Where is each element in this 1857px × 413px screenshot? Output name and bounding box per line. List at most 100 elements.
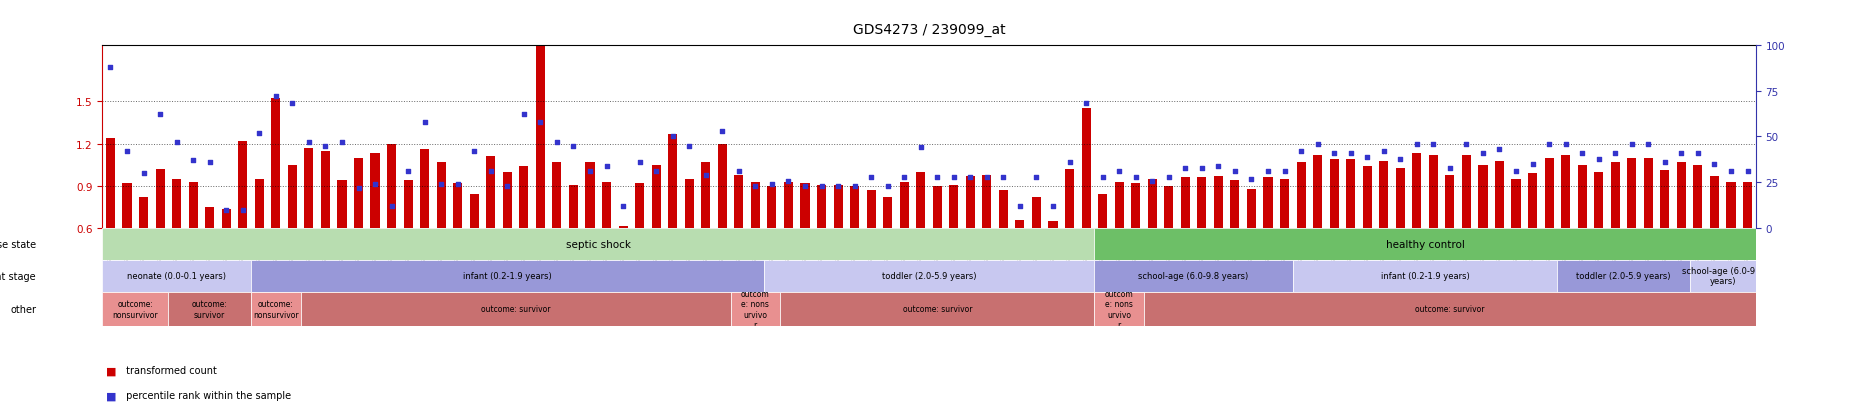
Point — [839, 183, 869, 190]
Bar — [1593, 172, 1603, 229]
Bar — [1742, 182, 1751, 229]
Bar — [470, 195, 479, 229]
Bar — [1395, 168, 1404, 229]
Text: outcom
e: nons
urvivo
r: outcom e: nons urvivo r — [1105, 289, 1133, 329]
Bar — [552, 163, 561, 229]
Point — [128, 171, 158, 177]
Bar — [1164, 187, 1172, 229]
Bar — [730, 292, 780, 326]
Point — [1136, 178, 1166, 185]
Bar — [966, 177, 975, 229]
Bar — [321, 151, 331, 229]
Point — [789, 183, 819, 190]
Bar — [1495, 161, 1502, 229]
Bar — [1213, 177, 1222, 229]
Bar — [865, 191, 875, 229]
Point — [459, 149, 488, 155]
Bar — [899, 182, 908, 229]
Point — [260, 93, 290, 100]
Bar — [700, 163, 709, 229]
Text: ■: ■ — [106, 366, 117, 375]
Bar — [949, 185, 958, 229]
Bar — [1478, 165, 1487, 229]
Point — [657, 134, 687, 140]
Point — [162, 139, 191, 146]
Bar — [1543, 158, 1552, 229]
Bar — [618, 226, 628, 229]
Bar — [1378, 161, 1387, 229]
Bar — [453, 184, 462, 229]
Point — [856, 174, 886, 181]
Bar — [1688, 260, 1755, 292]
Bar — [305, 148, 314, 229]
Point — [1450, 141, 1480, 148]
Bar — [1246, 189, 1255, 229]
Point — [591, 163, 620, 170]
Bar — [1610, 163, 1619, 229]
Point — [873, 183, 903, 190]
Text: transformed count: transformed count — [123, 366, 217, 375]
Point — [1500, 169, 1530, 175]
Point — [938, 174, 967, 181]
Bar — [1031, 198, 1040, 229]
Bar — [780, 292, 1094, 326]
Bar — [386, 144, 396, 229]
Point — [1369, 149, 1398, 155]
Bar — [1181, 178, 1188, 229]
Text: neonate (0.0-0.1 years): neonate (0.0-0.1 years) — [126, 272, 227, 280]
Point — [641, 169, 670, 175]
Bar — [238, 141, 247, 229]
Bar — [1411, 154, 1421, 229]
Bar — [1292, 260, 1556, 292]
Point — [1268, 169, 1298, 175]
Point — [1103, 169, 1133, 175]
Bar — [301, 292, 730, 326]
Point — [674, 143, 704, 150]
Bar — [189, 182, 197, 229]
Point — [1385, 156, 1415, 162]
Point — [971, 174, 1001, 181]
Point — [195, 159, 225, 166]
Bar — [520, 167, 527, 229]
Point — [95, 64, 124, 71]
Point — [212, 207, 241, 214]
Bar — [1279, 180, 1289, 229]
Point — [360, 182, 390, 188]
Point — [1567, 150, 1597, 157]
Point — [1699, 161, 1729, 168]
Point — [1021, 174, 1051, 181]
Point — [542, 139, 572, 146]
Text: disease state: disease state — [0, 240, 35, 249]
Point — [1237, 176, 1266, 183]
Bar — [535, 38, 544, 229]
Point — [1252, 169, 1281, 175]
Point — [1005, 204, 1034, 210]
Text: toddler (2.0-5.9 years): toddler (2.0-5.9 years) — [882, 272, 975, 280]
Bar — [204, 208, 214, 229]
Point — [442, 182, 472, 188]
Bar — [1577, 165, 1586, 229]
Bar — [102, 260, 251, 292]
Text: toddler (2.0-5.9 years): toddler (2.0-5.9 years) — [1575, 272, 1669, 280]
Point — [178, 158, 208, 164]
Point — [425, 182, 455, 188]
Point — [921, 174, 951, 181]
Text: school-age (6.0-9.8 years): school-age (6.0-9.8 years) — [1138, 272, 1248, 280]
Text: GDS4273 / 239099_at: GDS4273 / 239099_at — [852, 23, 1005, 37]
Text: percentile rank within the sample: percentile rank within the sample — [123, 390, 290, 400]
Bar — [1627, 158, 1636, 229]
Text: outcome:
survivor: outcome: survivor — [191, 299, 228, 319]
Point — [756, 182, 786, 188]
Bar — [173, 180, 180, 229]
Point — [1517, 161, 1547, 168]
Bar — [106, 138, 115, 229]
Bar — [1346, 160, 1354, 229]
Bar — [1094, 292, 1144, 326]
Bar — [1016, 221, 1023, 229]
Bar — [1526, 174, 1536, 229]
Point — [1632, 141, 1662, 148]
Point — [1318, 150, 1348, 157]
Point — [1534, 141, 1564, 148]
Bar — [487, 157, 496, 229]
Bar — [370, 154, 379, 229]
